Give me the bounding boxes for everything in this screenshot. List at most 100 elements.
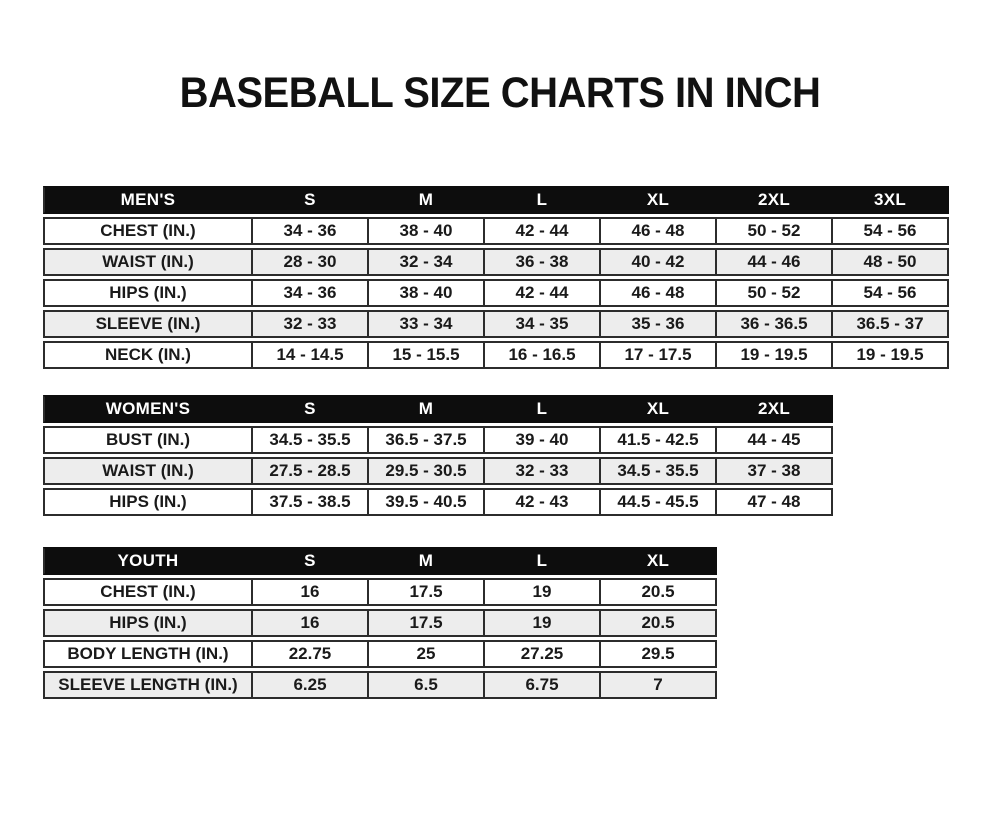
size-value-cell: 38 - 40 — [369, 279, 485, 307]
size-value-cell: 19 - 19.5 — [833, 341, 949, 369]
size-column-header: L — [485, 547, 601, 575]
size-value-cell: 47 - 48 — [717, 488, 833, 516]
size-value-cell: 7 — [601, 671, 717, 699]
row-label-cell: CHEST (IN.) — [43, 578, 253, 606]
size-value-cell: 16 - 16.5 — [485, 341, 601, 369]
size-value-cell: 35 - 36 — [601, 310, 717, 338]
size-value-cell: 46 - 48 — [601, 217, 717, 245]
size-column-header: 2XL — [717, 395, 833, 423]
size-column-header: S — [253, 395, 369, 423]
size-value-cell: 22.75 — [253, 640, 369, 668]
row-label-cell: CHEST (IN.) — [43, 217, 253, 245]
size-value-cell: 42 - 44 — [485, 279, 601, 307]
size-value-cell: 6.25 — [253, 671, 369, 699]
size-value-cell: 19 — [485, 609, 601, 637]
size-value-cell: 46 - 48 — [601, 279, 717, 307]
row-label-cell: HIPS (IN.) — [43, 488, 253, 516]
size-value-cell: 40 - 42 — [601, 248, 717, 276]
size-value-cell: 36.5 - 37 — [833, 310, 949, 338]
size-column-header: S — [253, 547, 369, 575]
size-value-cell: 36 - 38 — [485, 248, 601, 276]
size-value-cell: 29.5 - 30.5 — [369, 457, 485, 485]
size-value-cell: 44 - 46 — [717, 248, 833, 276]
size-value-cell: 20.5 — [601, 609, 717, 637]
size-value-cell: 29.5 — [601, 640, 717, 668]
youth-size-table: YOUTH S M L XL CHEST (IN.) 16 17.5 19 20.5 HIPS (I… — [43, 544, 717, 702]
size-value-cell: 19 — [485, 578, 601, 606]
row-label-cell: BODY LENGTH (IN.) — [43, 640, 253, 668]
size-value-cell: 37.5 - 38.5 — [253, 488, 369, 516]
size-value-cell: 54 - 56 — [833, 279, 949, 307]
size-value-cell: 36 - 36.5 — [717, 310, 833, 338]
size-value-cell: 17.5 — [369, 578, 485, 606]
size-column-header: 3XL — [833, 186, 949, 214]
size-column-header: XL — [601, 186, 717, 214]
size-value-cell: 50 - 52 — [717, 279, 833, 307]
size-value-cell: 14 - 14.5 — [253, 341, 369, 369]
size-value-cell: 25 — [369, 640, 485, 668]
size-column-header: XL — [601, 395, 717, 423]
row-label-cell: BUST (IN.) — [43, 426, 253, 454]
size-value-cell: 34 - 36 — [253, 279, 369, 307]
size-column-header: L — [485, 186, 601, 214]
size-value-cell: 37 - 38 — [717, 457, 833, 485]
table-row: HIPS (IN.) 37.5 - 38.5 39.5 - 40.5 42 - 43 4… — [43, 488, 833, 516]
size-value-cell: 15 - 15.5 — [369, 341, 485, 369]
size-value-cell: 6.5 — [369, 671, 485, 699]
size-value-cell: 32 - 34 — [369, 248, 485, 276]
header-row: MEN'S S M L XL 2XL 3XL — [43, 186, 949, 214]
size-value-cell: 20.5 — [601, 578, 717, 606]
table-row: CHEST (IN.) 34 - 36 38 - 40 42 - 44 46 - 48 5… — [43, 217, 949, 245]
size-value-cell: 42 - 44 — [485, 217, 601, 245]
size-value-cell: 36.5 - 37.5 — [369, 426, 485, 454]
size-value-cell: 42 - 43 — [485, 488, 601, 516]
size-chart-page: BASEBALL SIZE CHARTS IN INCH MEN'S S M L XL 2… — [0, 70, 1000, 702]
table-row: HIPS (IN.) 34 - 36 38 - 40 42 - 44 46 - 48 50… — [43, 279, 949, 307]
size-value-cell: 39 - 40 — [485, 426, 601, 454]
size-value-cell: 38 - 40 — [369, 217, 485, 245]
size-value-cell: 6.75 — [485, 671, 601, 699]
table-row: WAIST (IN.) 28 - 30 32 - 34 36 - 38 40 - 42 4… — [43, 248, 949, 276]
size-value-cell: 28 - 30 — [253, 248, 369, 276]
header-row: YOUTH S M L XL — [43, 547, 717, 575]
size-value-cell: 54 - 56 — [833, 217, 949, 245]
row-label-cell: NECK (IN.) — [43, 341, 253, 369]
size-value-cell: 27.5 - 28.5 — [253, 457, 369, 485]
size-value-cell: 48 - 50 — [833, 248, 949, 276]
womens-size-table: WOMEN'S S M L XL 2XL BUST (IN.) 34.5 - 35.5 36.5… — [43, 392, 833, 519]
row-label-cell: HIPS (IN.) — [43, 279, 253, 307]
table-row: BODY LENGTH (IN.) 22.75 25 27.25 29.5 — [43, 640, 717, 668]
size-value-cell: 16 — [253, 578, 369, 606]
size-value-cell: 17.5 — [369, 609, 485, 637]
header-row: WOMEN'S S M L XL 2XL — [43, 395, 833, 423]
size-value-cell: 33 - 34 — [369, 310, 485, 338]
table-title-header: YOUTH — [43, 547, 253, 575]
size-column-header: M — [369, 547, 485, 575]
table-row: BUST (IN.) 34.5 - 35.5 36.5 - 37.5 39 - 40 4… — [43, 426, 833, 454]
size-value-cell: 39.5 - 40.5 — [369, 488, 485, 516]
size-column-header: L — [485, 395, 601, 423]
size-value-cell: 44 - 45 — [717, 426, 833, 454]
row-label-cell: WAIST (IN.) — [43, 457, 253, 485]
size-value-cell: 41.5 - 42.5 — [601, 426, 717, 454]
size-value-cell: 50 - 52 — [717, 217, 833, 245]
mens-size-table: MEN'S S M L XL 2XL 3XL CHEST (IN.) 34 - 36 38 - 4… — [43, 183, 949, 372]
table-row: WAIST (IN.) 27.5 - 28.5 29.5 - 30.5 32 - 33… — [43, 457, 833, 485]
tables-container: MEN'S S M L XL 2XL 3XL CHEST (IN.) 34 - 36 38 - 4… — [43, 183, 1000, 702]
size-value-cell: 34 - 35 — [485, 310, 601, 338]
table-row: NECK (IN.) 14 - 14.5 15 - 15.5 16 - 16.5 17 … — [43, 341, 949, 369]
row-label-cell: HIPS (IN.) — [43, 609, 253, 637]
size-value-cell: 32 - 33 — [485, 457, 601, 485]
size-value-cell: 34.5 - 35.5 — [253, 426, 369, 454]
row-label-cell: SLEEVE LENGTH (IN.) — [43, 671, 253, 699]
size-column-header: S — [253, 186, 369, 214]
page-title: BASEBALL SIZE CHARTS IN INCH — [179, 69, 821, 117]
row-label-cell: WAIST (IN.) — [43, 248, 253, 276]
table-row: SLEEVE LENGTH (IN.) 6.25 6.5 6.75 7 — [43, 671, 717, 699]
size-value-cell: 32 - 33 — [253, 310, 369, 338]
size-column-header: M — [369, 395, 485, 423]
row-label-cell: SLEEVE (IN.) — [43, 310, 253, 338]
table-title-header: MEN'S — [43, 186, 253, 214]
table-title-header: WOMEN'S — [43, 395, 253, 423]
size-value-cell: 44.5 - 45.5 — [601, 488, 717, 516]
